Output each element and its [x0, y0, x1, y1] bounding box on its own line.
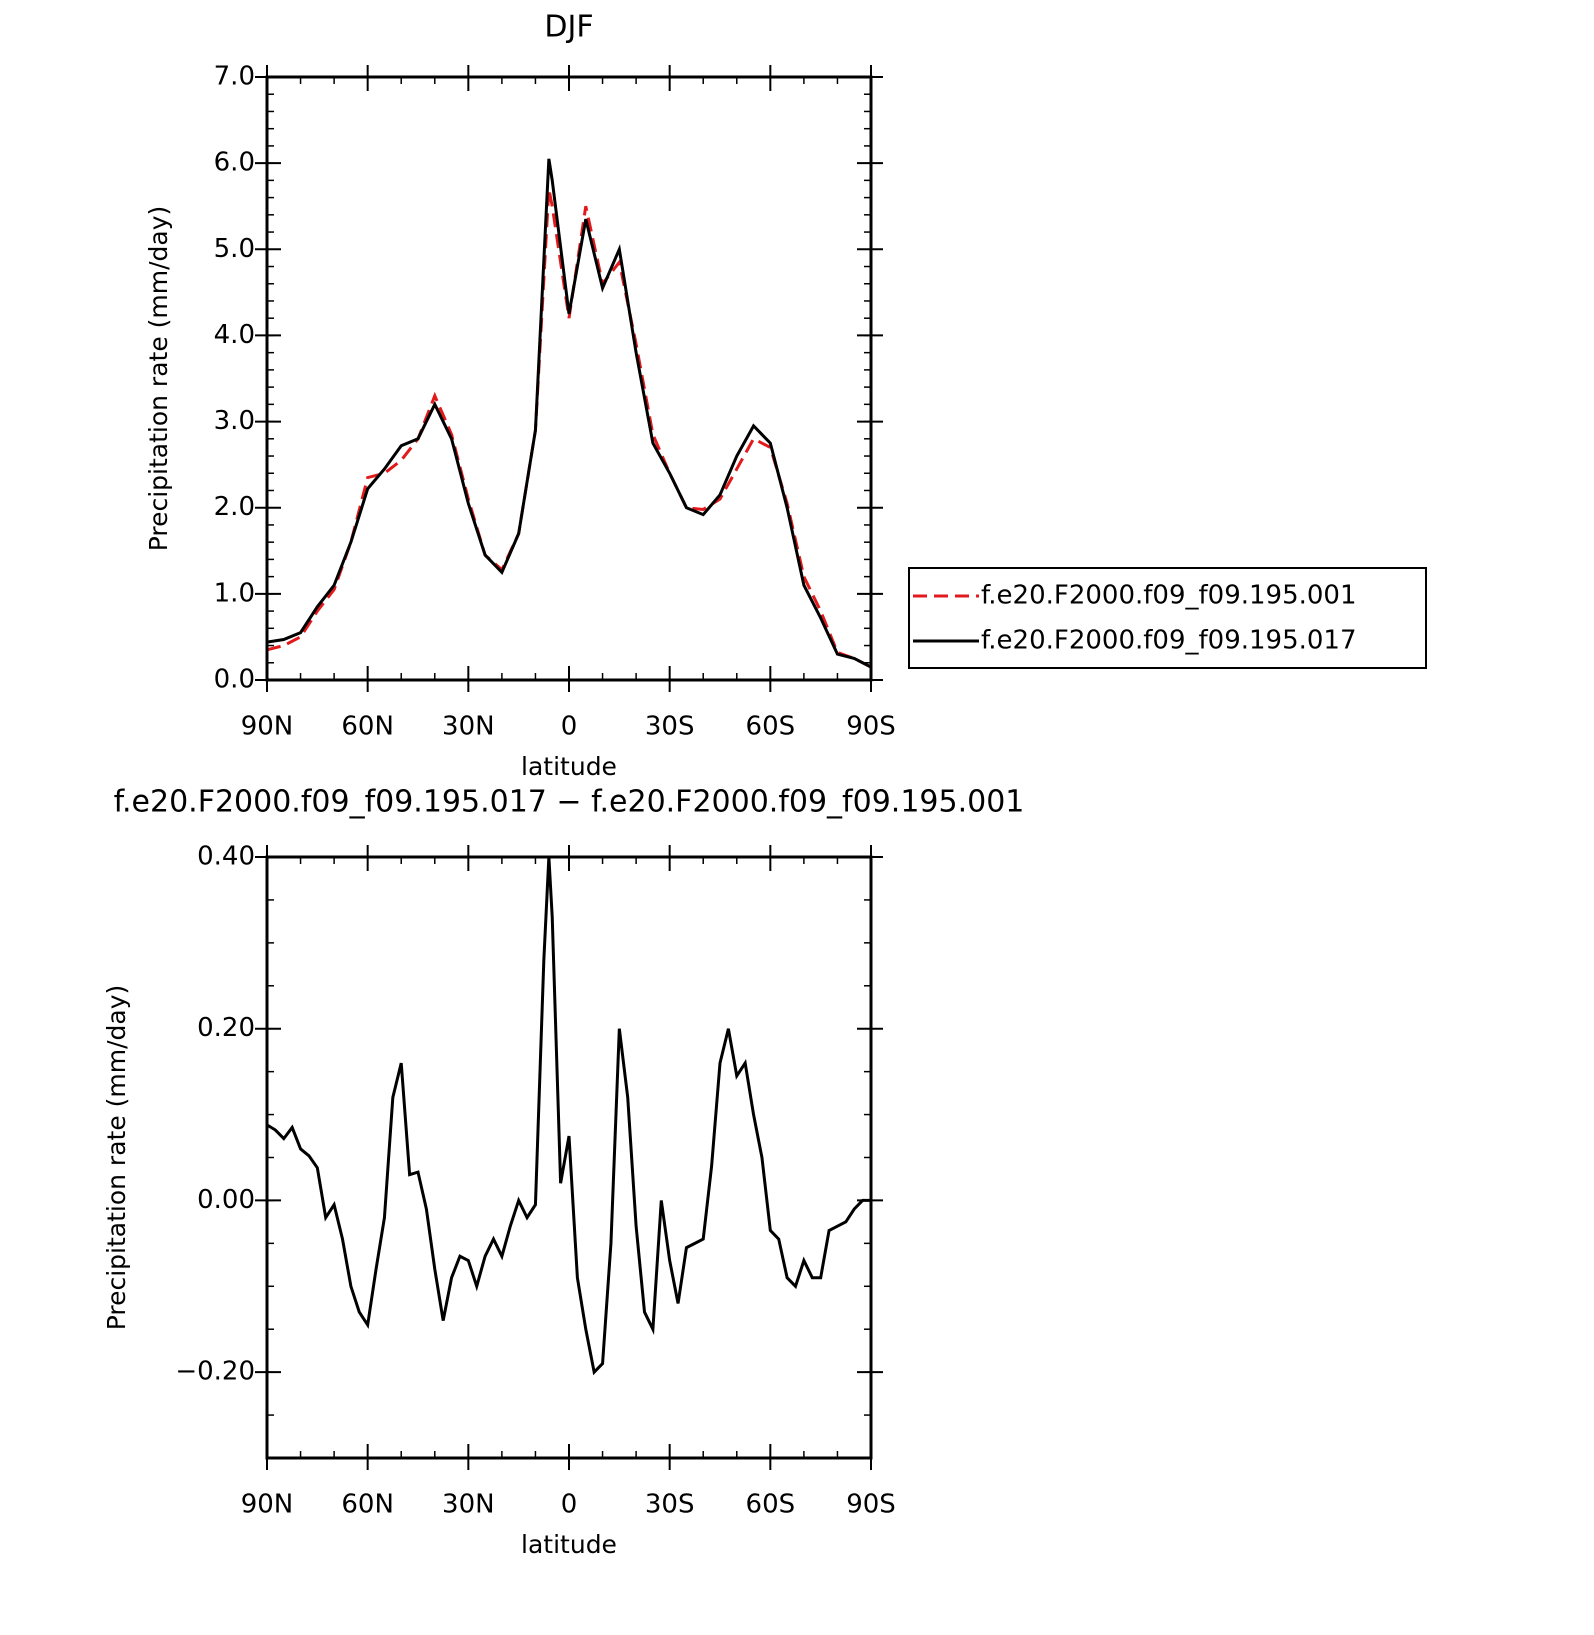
y-tick-label: 6.0 [214, 148, 255, 178]
x-axis-label: latitude [521, 1530, 617, 1559]
y-axis-label: Precipitation rate (mm/day) [144, 206, 173, 552]
legend-label: f.e20.F2000.f09_f09.195.017 [981, 626, 1357, 656]
data-line [266, 158, 872, 669]
data-line [266, 856, 871, 1376]
y-tick-label: 7.0 [214, 62, 255, 92]
x-tick-label: 90S [846, 712, 896, 742]
y-tick-label: 0.20 [197, 1013, 255, 1043]
legend-label: f.e20.F2000.f09_f09.195.001 [981, 581, 1357, 611]
x-tick-label: 60N [341, 712, 394, 742]
y-tick-label: 4.0 [214, 320, 255, 350]
plot-frame [265, 75, 873, 682]
legend-box [908, 567, 1427, 669]
x-tick-label: 60S [746, 712, 796, 742]
chart-title: f.e20.F2000.f09_f09.195.017 − f.e20.F200… [114, 785, 1025, 820]
x-axis-label: latitude [521, 752, 617, 781]
x-tick-label: 90N [241, 1490, 294, 1520]
data-line [266, 188, 872, 669]
x-tick-label: 0 [561, 1490, 578, 1520]
x-tick-label: 30N [442, 712, 495, 742]
y-tick-label: 0.40 [197, 842, 255, 872]
y-tick-label: 0.0 [214, 665, 255, 695]
x-tick-label: 90N [241, 712, 294, 742]
y-tick-label: 3.0 [214, 406, 255, 436]
x-tick-label: 30N [442, 1490, 495, 1520]
plot-frame [265, 855, 873, 1460]
y-tick-label: 2.0 [214, 492, 255, 522]
x-tick-label: 90S [846, 1490, 896, 1520]
y-tick-label: 1.0 [214, 578, 255, 608]
x-tick-label: 30S [645, 1490, 695, 1520]
y-axis-label: Precipitation rate (mm/day) [102, 985, 131, 1331]
x-tick-label: 60N [341, 1490, 394, 1520]
x-tick-label: 60S [746, 1490, 796, 1520]
chart-title: DJF [544, 10, 593, 45]
y-tick-label: 0.00 [197, 1185, 255, 1215]
x-tick-label: 0 [561, 712, 578, 742]
y-tick-label: −0.20 [175, 1357, 255, 1387]
y-tick-label: 5.0 [214, 234, 255, 264]
x-tick-label: 30S [645, 712, 695, 742]
